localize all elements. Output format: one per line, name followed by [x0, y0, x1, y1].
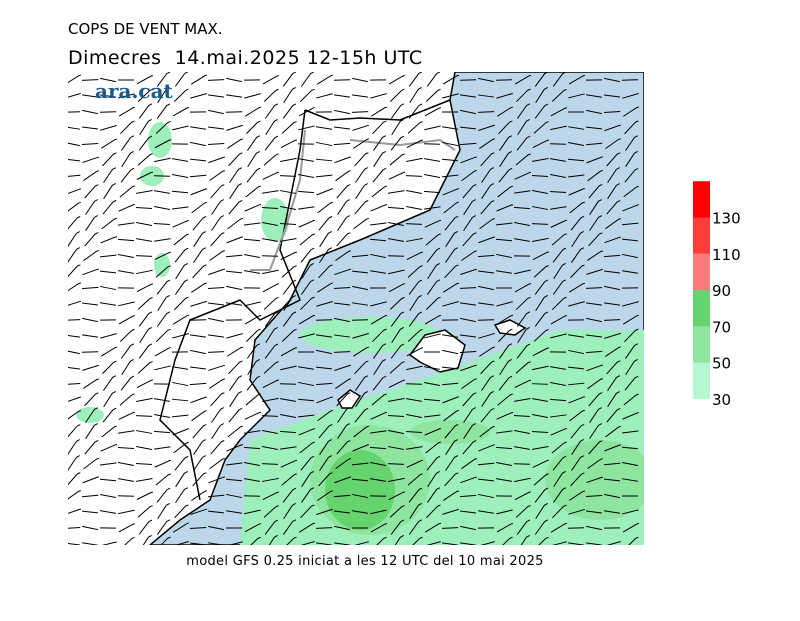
wind-barb	[280, 176, 296, 177]
wind-barb	[604, 320, 620, 321]
wind-barb	[262, 256, 278, 257]
wind-barb	[568, 528, 584, 529]
wind-barb	[226, 112, 242, 113]
legend-swatch	[693, 181, 710, 217]
wind-barb	[514, 464, 530, 465]
legend-tick-label: 130	[712, 210, 741, 228]
legend-swatch	[693, 326, 710, 362]
wind-barb	[442, 528, 458, 529]
wind-barb	[82, 352, 98, 353]
legend: 30 50 70 90 110 130	[693, 181, 741, 409]
logo: ara.cat	[95, 79, 174, 103]
wind-barb	[586, 288, 602, 289]
wind-barb	[136, 416, 152, 417]
legend-swatch	[693, 290, 710, 326]
legend-tick-label: 30	[712, 391, 731, 409]
wind-barb	[406, 384, 422, 385]
legend-tick-label: 50	[712, 355, 731, 373]
wind-barb	[190, 320, 206, 321]
subtitle: Dimecres 14.mai.2025 12-15h UTC	[68, 47, 423, 69]
footer: model GFS 0.25 iniciat a les 12 UTC del …	[186, 554, 543, 569]
legend-tick-label: 110	[712, 246, 741, 264]
wind-barb	[334, 80, 350, 81]
legend-swatch	[693, 363, 710, 399]
wind-barb	[478, 320, 494, 321]
wind-barb	[532, 384, 548, 385]
legend-swatch	[693, 218, 710, 254]
wind-barb	[154, 176, 170, 177]
title: COPS DE VENT MAX.	[68, 20, 223, 38]
wind-barb	[622, 80, 638, 81]
wind-barb	[550, 144, 566, 145]
wind-barb	[136, 256, 152, 257]
wind-barb	[118, 496, 134, 497]
map: ara.cat	[64, 72, 655, 551]
legend-tick-label: 90	[712, 282, 731, 300]
legend-swatch	[693, 254, 710, 290]
legend-tick-label: 70	[712, 318, 731, 336]
